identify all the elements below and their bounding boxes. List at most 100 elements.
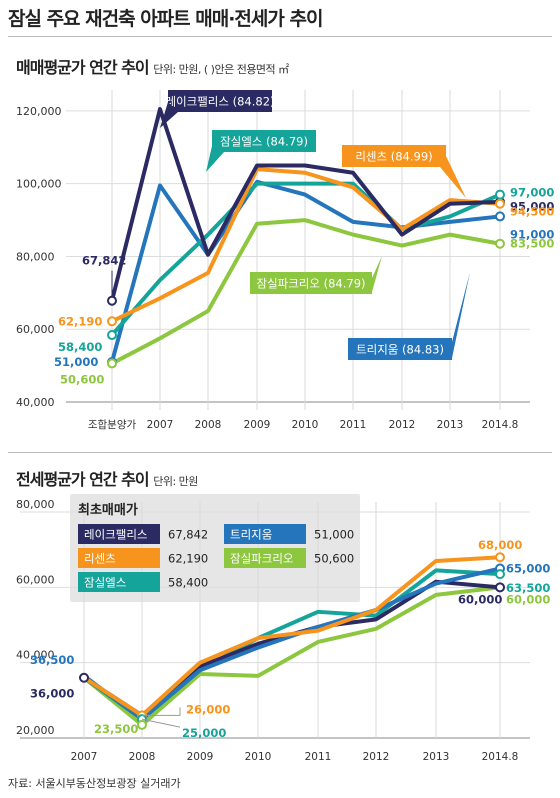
legend-label: 잠실엘스 [84,576,126,590]
end-marker [495,569,505,580]
series-line [110,179,501,363]
x-tick-label: 2013 [423,751,450,763]
chart1-title-text: 매매평균가 연간 추이 [16,58,150,77]
legend-label: 레이크팰리스 [84,528,147,542]
value-annotation: 25,000 [182,726,226,740]
legend-swatch [78,548,160,568]
main-title: 잠실 주요 재건축 아파트 매매·전세가 추이 [8,8,323,30]
y-tick-label: 40,000 [16,396,55,409]
legend-value: 50,600 [314,552,354,566]
legend-value: 51,000 [314,528,354,542]
legend-label: 리센츠 [84,552,116,566]
end-marker [495,189,505,200]
low-marker [137,719,147,730]
jeonse-price-chart: 80,000 60,000 40,000 20,000 2007 2008 2009 2010… [16,498,550,763]
x-tick-label: 2013 [437,419,464,431]
x-tick-label: 2009 [187,751,214,763]
value-annotation: 36,500 [30,653,74,667]
chart1-unit-note: 단위: 만원, ( )안은 전용면적 ㎡ [153,63,289,76]
x-tick-label: 2007 [71,751,98,763]
start-value-label: 58,400 [58,340,102,354]
end-value-label: 83,500 [510,237,554,251]
value-annotation: 68,000 [478,538,522,552]
x-tick-label: 2009 [244,419,271,431]
legend-label: 트리지움 [230,528,272,542]
x-tick-label: 2012 [363,751,390,763]
value-annotation: 65,000 [506,562,550,576]
y-tick-label: 100,000 [16,178,62,191]
legend-swatch [78,524,160,544]
chart2-unit-note: 단위: 만원 [153,475,198,488]
chart2-title-text: 전세평균가 연간 추이 [16,470,150,489]
series-callout-label: 트리지움 (84.83) [356,343,444,357]
series-callout-box [342,145,446,167]
series-line [82,585,501,727]
end-marker [495,238,505,249]
value-annotation: 60,000 [458,592,502,606]
start-value-label: 62,190 [58,314,102,328]
series-callout-label: 리센츠 (84.99) [355,150,432,164]
legend-value: 58,400 [168,576,208,590]
legend-value: 62,190 [168,552,208,566]
legend-swatch [224,524,306,544]
start-value-label: 67,842 [82,254,126,268]
start-marker [107,295,117,306]
series-callout-label: 잠실파크리오 (84.79) [256,277,365,291]
chart1-title: 매매평균가 연간 추이 단위: 만원, ( )안은 전용면적 ㎡ [16,54,289,78]
source-note: 자료: 서울시부동산정보광장 실거래가 [8,777,181,790]
title-divider [8,36,552,37]
value-annotation: 26,000 [186,702,230,716]
start-marker [107,358,117,369]
series-line [111,218,501,366]
sale-price-chart: 120,000 100,000 80,000 60,000 40,000 조합분양가 200… [16,90,554,431]
x-tick-label: 2008 [195,419,222,431]
series-line [110,107,501,302]
end-marker [495,582,505,593]
y-tick-label: 80,000 [16,250,55,263]
end-value-label: 95,000 [510,200,554,214]
legend-swatch [224,548,306,568]
callout-pointer [452,272,470,358]
value-annotation: 60,000 [506,592,550,606]
legend-label: 잠실파크리오 [230,552,293,566]
series-line [82,579,501,718]
annotation-leader [142,707,181,716]
series-line [82,566,501,722]
end-marker [495,211,505,222]
x-tick-label: 2008 [129,751,156,763]
section-divider [8,452,552,453]
callout-pointer [440,156,466,198]
value-annotation: 23,500 [94,722,138,736]
start-value-label: 50,600 [60,372,104,386]
chart2-title: 전세평균가 연간 추이 단위: 만원 [16,466,198,490]
value-annotation: 63,500 [506,581,550,595]
annotation-leader [141,718,181,728]
x-tick-label: 2011 [305,751,332,763]
end-value-label: 94,500 [510,205,554,219]
y-tick-label: 40,000 [16,649,55,662]
start-marker [107,330,117,341]
y-tick-label: 80,000 [16,498,55,511]
end-marker [495,552,505,563]
series-callout-label: 레이크팰리스 (84.82) [165,95,274,109]
x-tick-label: 조합분양가 [88,419,137,431]
x-tick-label: 2010 [292,419,319,431]
y-tick-label: 60,000 [16,323,55,336]
legend-swatch [78,572,160,592]
series-callout-box [212,130,316,152]
start-marker [79,672,89,683]
x-tick-label: 2011 [340,419,367,431]
x-tick-label: 2012 [389,419,416,431]
legend-title: 최초매매가 [78,503,138,518]
series-callout-label: 잠실엘스 (84.79) [220,135,308,149]
end-value-label: 91,000 [510,227,554,241]
x-tick-label: 2010 [245,751,272,763]
end-value-label: 97,000 [510,186,554,200]
series-callout-box [250,272,372,294]
series-callout-box [168,90,272,112]
x-tick-label: 2014.8 [482,751,519,763]
series-callout-box [348,338,452,360]
value-annotation: 36,000 [30,687,74,701]
y-tick-label: 20,000 [16,724,55,737]
callout-pointer [160,102,178,128]
